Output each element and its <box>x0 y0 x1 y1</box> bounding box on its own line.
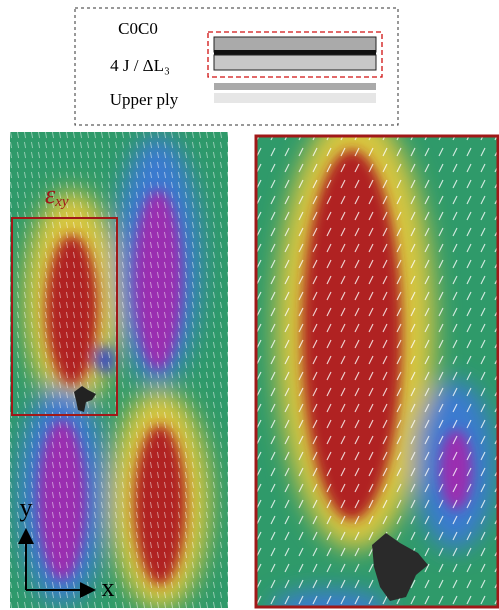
right-field <box>257 137 497 607</box>
ply-layer <box>214 93 376 103</box>
vector-field <box>257 137 497 607</box>
field-subscript: xy <box>54 194 69 210</box>
y-axis-label: y <box>20 493 33 522</box>
highlight-box <box>207 31 383 78</box>
ply-layer <box>214 50 376 55</box>
legend-line: 4 J / ΔL₃ <box>110 56 170 75</box>
legend-line: C0C0 <box>118 19 158 38</box>
legend-line: Upper ply <box>110 90 179 109</box>
x-axis-label: x <box>102 573 115 602</box>
ply-layer <box>213 36 377 53</box>
field-label: εxy <box>45 180 69 210</box>
field-symbol: ε <box>45 180 56 209</box>
ply-layer <box>214 83 376 90</box>
zoom-box <box>11 217 118 416</box>
left-field <box>10 132 228 608</box>
vector-field <box>10 132 228 608</box>
impact-damage <box>74 386 96 412</box>
legend-box <box>74 7 399 126</box>
zoom-frame <box>254 134 499 609</box>
ply-layer <box>213 54 377 71</box>
impact-damage <box>372 533 428 601</box>
